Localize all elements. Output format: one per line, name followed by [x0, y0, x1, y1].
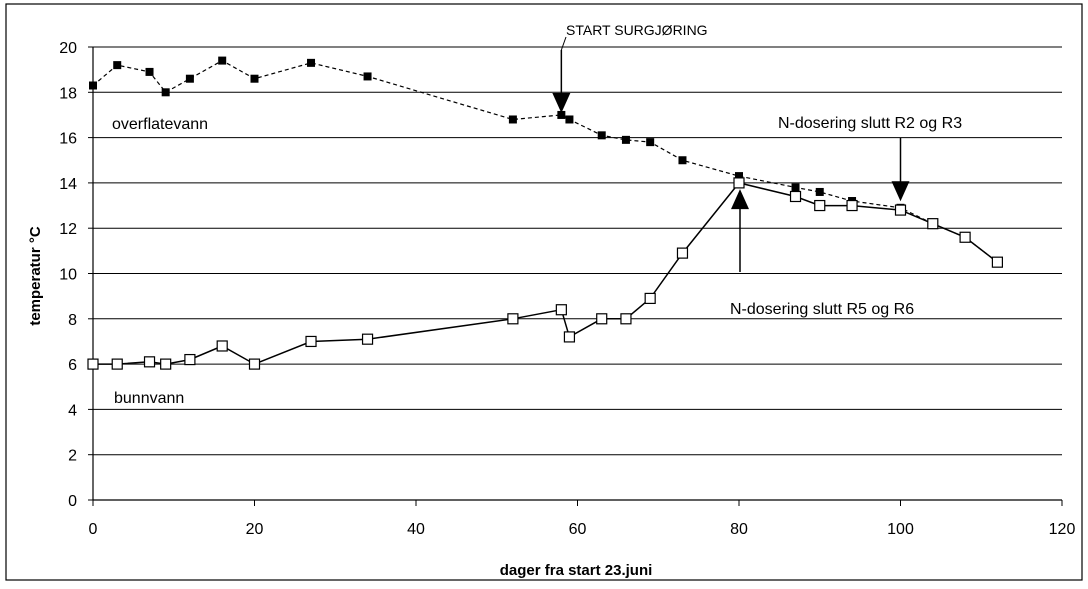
point-bunnvann [596, 313, 608, 325]
y-tick-label: 8 [68, 312, 77, 329]
point-overflatevann [185, 74, 194, 83]
start-surgjoring-leader [560, 36, 567, 51]
x-tick-label: 80 [730, 521, 748, 538]
y-tick-label: 18 [59, 85, 77, 102]
n-dosering-r2-r3-arrow-head [891, 181, 910, 202]
chart-frame [5, 3, 1083, 581]
y-tick-label: 6 [68, 357, 77, 374]
x-axis-title: dager fra start 23.juni [500, 562, 653, 579]
point-bunnvann [959, 231, 971, 243]
point-overflatevann [621, 135, 630, 144]
x-tick-label: 100 [887, 521, 914, 538]
series-label-overflatevann: overflatevann [112, 116, 208, 133]
point-overflatevann [161, 88, 170, 97]
point-bunnvann [555, 304, 567, 316]
point-bunnvann [87, 358, 99, 370]
point-bunnvann [563, 331, 576, 343]
point-bunnvann [927, 218, 939, 230]
point-overflatevann [307, 58, 316, 67]
point-bunnvann [216, 340, 228, 352]
y-tick-label: 10 [59, 267, 77, 284]
point-bunnvann [789, 190, 802, 203]
x-tick-label: 40 [407, 521, 425, 538]
annotations [552, 36, 910, 272]
point-bunnvann [733, 177, 745, 189]
y-tick-label: 14 [59, 176, 77, 193]
y-axis-title: temperatur °C [27, 226, 44, 326]
point-bunnvann [111, 358, 123, 370]
y-tick-label: 4 [68, 402, 77, 419]
point-bunnvann [143, 356, 156, 368]
series [87, 56, 1004, 370]
series-line-overflatevann [92, 59, 998, 263]
y-tick-label: 2 [68, 448, 77, 465]
point-bunnvann [620, 313, 632, 325]
x-tick-label: 0 [89, 521, 98, 538]
point-bunnvann [991, 256, 1004, 268]
point-bunnvann [644, 292, 656, 305]
point-bunnvann [507, 313, 519, 325]
point-bunnvann [305, 335, 317, 348]
point-overflatevann [250, 74, 259, 83]
point-bunnvann [814, 199, 826, 212]
point-bunnvann [361, 333, 374, 345]
y-tick-label: 12 [59, 221, 77, 238]
annotation-n-dosering-r2-r3-label: N-dosering slutt R2 og R3 [778, 115, 962, 132]
point-overflatevann [815, 187, 824, 196]
point-bunnvann [160, 358, 172, 370]
point-bunnvann [184, 353, 196, 366]
point-overflatevann [363, 72, 372, 81]
point-overflatevann [508, 115, 517, 124]
point-bunnvann [248, 358, 261, 370]
y-tick-label: 16 [59, 131, 77, 148]
point-overflatevann [565, 115, 574, 124]
point-overflatevann [218, 56, 227, 65]
n-dosering-r5-r6-arrow-head [731, 189, 749, 210]
y-tick-label: 0 [68, 493, 77, 510]
point-overflatevann [597, 131, 606, 140]
point-bunnvann [676, 247, 689, 259]
point-overflatevann [791, 183, 800, 192]
point-bunnvann [846, 199, 858, 212]
point-overflatevann [145, 67, 154, 76]
point-bunnvann [894, 204, 907, 216]
point-overflatevann [646, 138, 655, 147]
x-tick-label: 120 [1049, 521, 1076, 538]
annotation-start-surgjoring-label: START SURGJØRING [566, 22, 708, 38]
y-tick-label: 20 [59, 40, 77, 57]
point-overflatevann [113, 61, 122, 70]
axes: 0 2 4 6 8 10 12 14 16 18 20 0 20 40 60 80 100 120 [59, 40, 1075, 538]
start-surgjoring-arrow-head [552, 92, 571, 113]
x-tick-label: 60 [569, 521, 587, 538]
annotation-n-dosering-r5-r6-label: N-dosering slutt R5 og R6 [730, 301, 914, 318]
point-overflatevann [89, 81, 97, 90]
point-overflatevann [678, 156, 687, 165]
x-tick-label: 20 [246, 521, 264, 538]
series-label-bunnvann: bunnvann [114, 390, 184, 407]
